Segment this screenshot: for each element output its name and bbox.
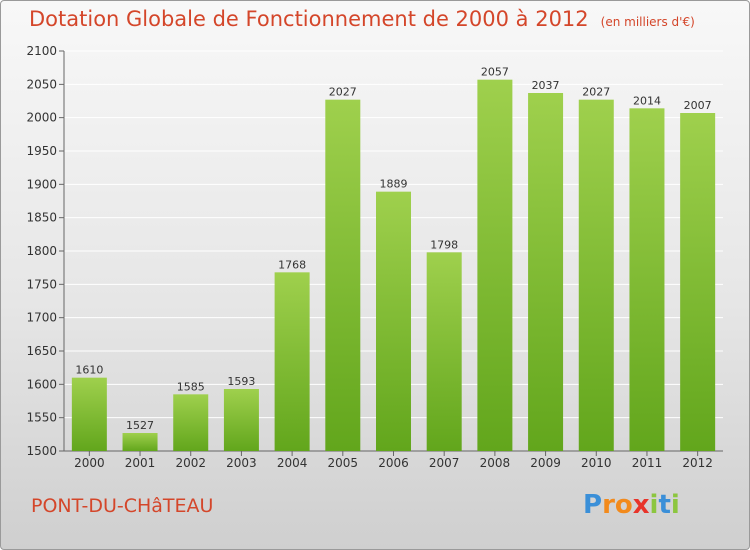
bar-value-label: 1768 bbox=[278, 258, 306, 271]
bar-value-label: 1889 bbox=[380, 178, 408, 191]
x-tick-label: 2012 bbox=[682, 456, 713, 470]
bar-value-label: 1527 bbox=[126, 419, 154, 432]
bar-value-label: 2057 bbox=[481, 66, 509, 79]
logo-letter: x bbox=[632, 490, 650, 520]
logo-letter: t bbox=[658, 490, 671, 520]
y-tick-label: 1700 bbox=[26, 311, 57, 325]
bar bbox=[528, 93, 564, 451]
y-tick-label: 1550 bbox=[26, 411, 57, 425]
y-tick-label: 1850 bbox=[26, 211, 57, 225]
x-tick-label: 2006 bbox=[378, 456, 409, 470]
logo-letter: r bbox=[602, 490, 615, 520]
y-tick-label: 1650 bbox=[26, 344, 57, 358]
bar-value-label: 2027 bbox=[329, 86, 357, 99]
commune-name: PONT-DU-CHâTEAU bbox=[31, 495, 214, 517]
y-tick-label: 2100 bbox=[26, 44, 57, 58]
bar bbox=[477, 79, 513, 452]
y-tick-label: 2050 bbox=[26, 77, 57, 91]
y-tick-label: 1900 bbox=[26, 177, 57, 191]
bar bbox=[71, 377, 107, 451]
x-tick-label: 2002 bbox=[175, 456, 206, 470]
x-tick-label: 2001 bbox=[125, 456, 156, 470]
proxiti-logo: Proxiti bbox=[583, 490, 680, 520]
bar-value-label: 2014 bbox=[633, 94, 661, 107]
bar bbox=[223, 389, 259, 451]
chart-subtitle: (en milliers d'€) bbox=[600, 15, 695, 29]
y-tick-label: 1950 bbox=[26, 144, 57, 158]
bar-value-label: 1610 bbox=[75, 364, 103, 377]
bar bbox=[578, 99, 614, 452]
x-tick-label: 2003 bbox=[226, 456, 257, 470]
bar bbox=[122, 433, 158, 451]
bar bbox=[325, 99, 361, 452]
bar bbox=[680, 113, 716, 451]
bar-value-label: 1585 bbox=[177, 380, 205, 393]
bar bbox=[173, 394, 209, 451]
y-tick-label: 1500 bbox=[26, 444, 57, 458]
x-tick-label: 2010 bbox=[581, 456, 612, 470]
bar-value-label: 2037 bbox=[532, 79, 560, 92]
logo-letter: i bbox=[649, 490, 659, 520]
x-tick-label: 2011 bbox=[632, 456, 663, 470]
x-tick-label: 2007 bbox=[429, 456, 460, 470]
bar bbox=[274, 272, 310, 451]
bar bbox=[376, 191, 411, 451]
x-tick-label: 2009 bbox=[530, 456, 561, 470]
logo-letter: P bbox=[583, 490, 603, 520]
x-tick-label: 2005 bbox=[328, 456, 359, 470]
bar bbox=[426, 252, 462, 451]
x-tick-label: 2008 bbox=[480, 456, 511, 470]
chart-title-text: Dotation Globale de Fonctionnement de 20… bbox=[29, 7, 589, 31]
bar-value-label: 2027 bbox=[582, 86, 610, 99]
y-tick-label: 1750 bbox=[26, 277, 57, 291]
y-tick-label: 2000 bbox=[26, 111, 57, 125]
x-tick-label: 2000 bbox=[74, 456, 105, 470]
y-tick-label: 1800 bbox=[26, 244, 57, 258]
y-tick-label: 1600 bbox=[26, 377, 57, 391]
chart-title: Dotation Globale de Fonctionnement de 20… bbox=[29, 7, 695, 31]
bar-value-label: 2007 bbox=[684, 99, 712, 112]
logo-letter: o bbox=[614, 490, 633, 520]
bar-value-label: 1593 bbox=[227, 375, 255, 388]
x-tick-label: 2004 bbox=[277, 456, 308, 470]
bar bbox=[629, 108, 665, 451]
bar-value-label: 1798 bbox=[430, 238, 458, 251]
logo-letter: i bbox=[670, 490, 680, 520]
